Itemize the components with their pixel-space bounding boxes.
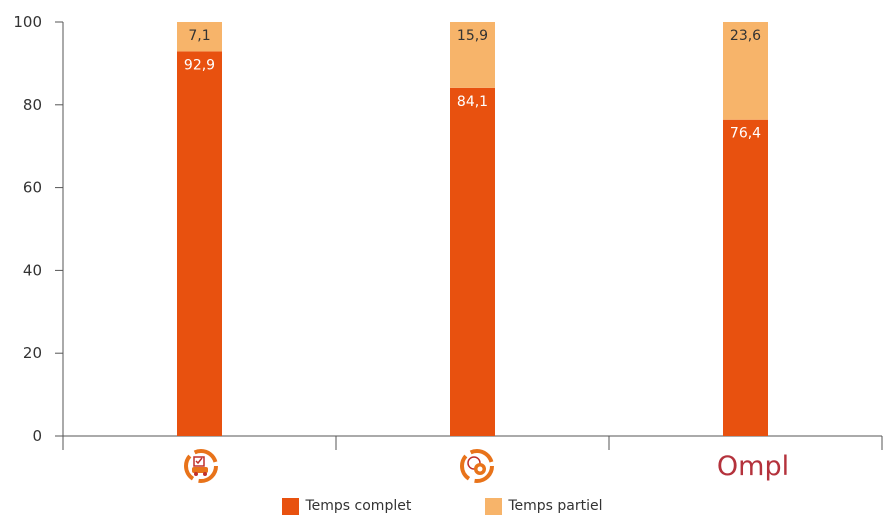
bar-temps-partiel [177,22,222,52]
y-tick-label: 0 [32,427,42,445]
y-tick-label: 80 [23,96,42,114]
data-label: 84,1 [457,94,488,110]
legend-swatch-temps-complet [282,497,300,515]
legend-swatch-temps-partiel [485,497,503,515]
legend-item-temps-complet: Temps complet [282,497,412,515]
x-axis [63,435,883,450]
car-maintenance-icon [184,449,218,483]
bar-temps-complet [450,87,495,437]
legend-label-temps-partiel: Temps partiel [508,498,603,514]
y-tick-label: 20 [23,344,42,362]
data-label: 23,6 [730,28,761,44]
y-tick-label: 100 [13,13,42,31]
data-label: 15,9 [457,28,488,44]
bar-temps-complet [177,51,222,436]
bar-temps-partiel [723,22,768,120]
data-label: 92,9 [184,57,215,73]
y-tick-label: 60 [23,179,42,197]
y-axis: 0 20 40 60 80 100 [13,13,64,450]
legend-label-temps-complet: Temps complet [305,498,412,514]
bar-temps-partiel [450,22,495,88]
bar-temps-complet [723,119,768,436]
bars: 92,9 7,1 84,1 15,9 76,4 23,6 [177,22,768,437]
ompl-logo: Ompl [717,451,789,482]
legend-item-temps-partiel: Temps partiel [485,497,603,515]
vehicle-service-icon [460,449,494,483]
data-label: 7,1 [188,28,210,44]
y-tick-label: 40 [23,261,42,279]
x-category-icons: Ompl [184,449,789,483]
legend: Temps complet Temps partiel [0,496,885,516]
data-label: 76,4 [730,126,761,142]
